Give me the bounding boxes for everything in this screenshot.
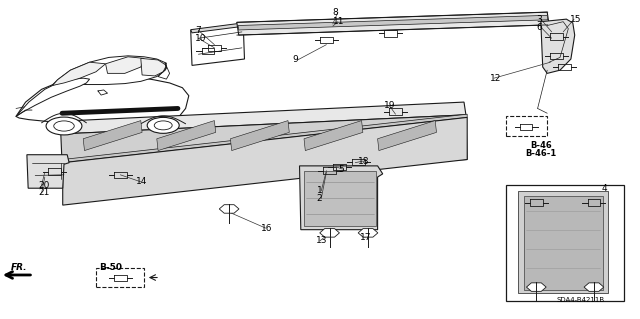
Polygon shape: [61, 115, 467, 179]
Text: 5: 5: [338, 165, 344, 174]
FancyBboxPatch shape: [506, 116, 547, 136]
Polygon shape: [518, 191, 608, 293]
Text: 3: 3: [536, 15, 542, 24]
FancyBboxPatch shape: [96, 268, 144, 287]
Text: 15: 15: [570, 15, 581, 24]
Polygon shape: [304, 121, 363, 151]
Polygon shape: [320, 229, 339, 237]
Text: 17: 17: [360, 233, 371, 242]
Polygon shape: [304, 171, 376, 226]
Polygon shape: [541, 19, 575, 73]
Text: 12: 12: [490, 74, 501, 83]
Text: 9: 9: [292, 56, 298, 64]
Polygon shape: [238, 15, 548, 30]
Text: 10: 10: [195, 34, 207, 43]
Text: 14: 14: [136, 177, 147, 186]
Polygon shape: [584, 283, 604, 291]
Text: B-46: B-46: [530, 141, 552, 150]
Polygon shape: [378, 121, 436, 151]
Polygon shape: [83, 121, 142, 151]
Polygon shape: [237, 12, 549, 35]
Text: 4: 4: [602, 184, 607, 193]
Text: 2: 2: [317, 194, 323, 203]
Polygon shape: [52, 62, 106, 85]
Text: 13: 13: [316, 236, 327, 245]
Text: 6: 6: [536, 23, 542, 32]
Circle shape: [46, 117, 82, 135]
Text: 11: 11: [333, 17, 344, 26]
Text: 1: 1: [317, 186, 323, 195]
Polygon shape: [106, 57, 144, 73]
Polygon shape: [191, 24, 244, 65]
Polygon shape: [220, 205, 239, 213]
Text: FR.: FR.: [11, 263, 28, 272]
Polygon shape: [524, 196, 603, 290]
Polygon shape: [300, 166, 383, 230]
Polygon shape: [230, 121, 289, 151]
Polygon shape: [63, 117, 467, 205]
Polygon shape: [16, 78, 90, 116]
Circle shape: [54, 121, 74, 131]
Polygon shape: [61, 102, 466, 134]
Polygon shape: [141, 58, 166, 76]
Polygon shape: [48, 56, 166, 89]
Text: 18: 18: [358, 157, 370, 166]
Polygon shape: [358, 229, 378, 237]
Bar: [506, 185, 624, 301]
Polygon shape: [191, 23, 242, 33]
Text: 21: 21: [38, 189, 50, 197]
Polygon shape: [157, 121, 216, 151]
Circle shape: [154, 121, 172, 130]
Text: 7: 7: [195, 26, 201, 35]
Polygon shape: [27, 155, 69, 188]
Text: 20: 20: [38, 181, 50, 189]
Text: 8: 8: [333, 8, 339, 17]
Text: SDA4-B4211B: SDA4-B4211B: [557, 297, 605, 303]
Polygon shape: [16, 76, 189, 126]
Text: B-50: B-50: [99, 263, 122, 272]
Text: B-46-1: B-46-1: [525, 149, 556, 158]
Text: 19: 19: [384, 101, 396, 110]
Circle shape: [147, 117, 179, 133]
Polygon shape: [63, 114, 467, 163]
Polygon shape: [527, 283, 546, 291]
Text: 16: 16: [261, 224, 273, 233]
